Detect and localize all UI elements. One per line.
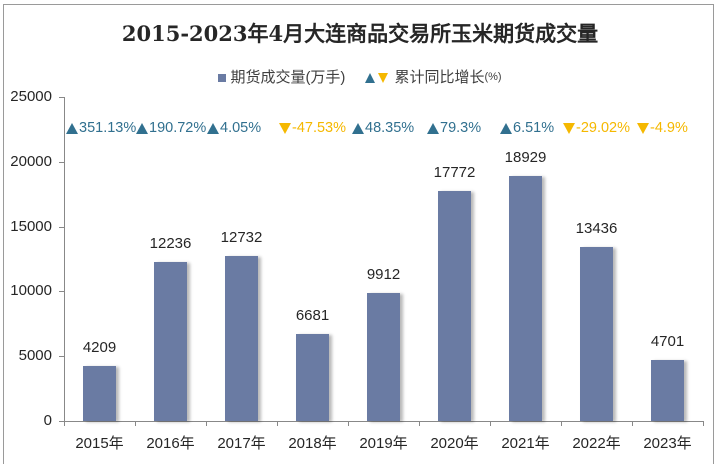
y-tick-label: 20000	[10, 152, 52, 170]
growth-label: -47.53%	[279, 120, 346, 136]
growth-label: 351.13%	[66, 120, 136, 136]
growth-label: 79.3%	[427, 120, 481, 136]
bar-value-label: 9912	[366, 265, 401, 283]
y-tick	[59, 97, 64, 98]
x-tick-label: 2020年	[430, 435, 479, 452]
x-tick	[632, 421, 633, 426]
triangle-up-icon	[427, 122, 439, 134]
legend-growth-unit: (%)	[484, 70, 502, 83]
bar-value-label: 17772	[433, 163, 476, 181]
y-tick	[59, 356, 64, 358]
y-tick	[59, 291, 64, 293]
growth-value: 6.51%	[513, 120, 555, 136]
triangle-down-icon	[563, 122, 575, 134]
x-tick-label: 2016年	[146, 435, 195, 452]
legend-volume-label: 期货成交量(万手)	[230, 69, 346, 86]
growth-value: 4.05%	[220, 120, 262, 136]
bar-value-label: 12732	[220, 228, 263, 246]
growth-value: -47.53%	[292, 120, 347, 136]
x-tick	[348, 421, 349, 426]
legend-item-volume: 期货成交量(万手)	[218, 66, 345, 87]
growth-value: -29.02%	[576, 120, 631, 136]
growth-label: 190.72%	[136, 120, 206, 136]
x-tick-label: 2015年	[75, 435, 124, 452]
growth-label: 4.05%	[207, 120, 261, 136]
growth-value: 48.35%	[365, 120, 415, 136]
y-tick	[59, 421, 64, 422]
y-tick-label: 25000	[10, 88, 52, 105]
triangle-down-icon	[637, 122, 649, 134]
y-tick	[59, 226, 64, 228]
x-tick	[277, 421, 278, 426]
bar	[438, 190, 471, 421]
bar-value-label: 6681	[295, 307, 330, 325]
triangle-down-icon	[378, 72, 389, 83]
growth-label: -29.02%	[563, 120, 630, 136]
x-tick	[490, 421, 491, 426]
legend-growth-label: 累计同比增长	[394, 69, 485, 86]
triangle-up-icon	[66, 122, 78, 134]
growth-value: 79.3%	[440, 120, 482, 136]
triangle-down-icon	[279, 122, 291, 134]
bar	[367, 292, 400, 421]
x-tick	[561, 421, 562, 426]
x-tick-label: 2019年	[359, 435, 408, 452]
y-tick-label: 15000	[10, 217, 52, 235]
y-tick-label: 10000	[10, 282, 52, 300]
bar-value-label: 4209	[82, 339, 117, 357]
legend-square-icon	[218, 73, 227, 82]
triangle-up-icon	[207, 122, 219, 134]
triangle-up-icon	[352, 122, 364, 134]
x-axis	[64, 421, 704, 422]
bar	[225, 255, 258, 421]
bar-value-label: 18929	[504, 148, 547, 166]
bar	[651, 360, 684, 421]
bar	[509, 175, 542, 421]
x-tick-label: 2022年	[572, 435, 621, 452]
x-tick	[64, 421, 65, 426]
bar	[580, 246, 613, 421]
legend: 期货成交量(万手) 累计同比增长 (%)	[0, 66, 720, 87]
x-tick	[135, 421, 136, 426]
bar	[296, 334, 329, 421]
y-tick-label: 0	[43, 412, 52, 429]
triangle-up-icon	[500, 122, 512, 134]
chart-title: 2015-2023年4月大连商品交易所玉米期货成交量	[121, 21, 599, 46]
growth-label: -4.9%	[637, 120, 688, 136]
triangle-up-icon	[136, 122, 148, 134]
y-tick-label: 5000	[18, 347, 52, 365]
x-tick	[419, 421, 420, 426]
y-tick	[59, 161, 64, 163]
x-tick-label: 2021年	[501, 435, 550, 452]
triangle-up-icon	[365, 72, 376, 83]
x-tick	[703, 421, 704, 426]
bar	[154, 262, 187, 421]
growth-label: 6.51%	[500, 120, 554, 136]
y-axis	[64, 97, 65, 422]
growth-label: 48.35%	[352, 120, 414, 136]
bar	[83, 366, 116, 421]
bar-value-label: 12236	[149, 235, 192, 253]
bar-value-label: 4701	[650, 333, 685, 351]
chart-frame	[3, 4, 714, 464]
x-tick-label: 2017年	[217, 435, 266, 452]
x-tick	[206, 421, 207, 426]
x-tick-label: 2018年	[288, 435, 337, 452]
x-tick-label: 2023年	[643, 435, 692, 452]
growth-value: -4.9%	[650, 120, 688, 136]
legend-item-growth: 累计同比增长 (%)	[365, 66, 502, 87]
growth-value: 190.72%	[149, 120, 207, 136]
bar-value-label: 13436	[575, 219, 618, 237]
growth-value: 351.13%	[79, 120, 137, 136]
